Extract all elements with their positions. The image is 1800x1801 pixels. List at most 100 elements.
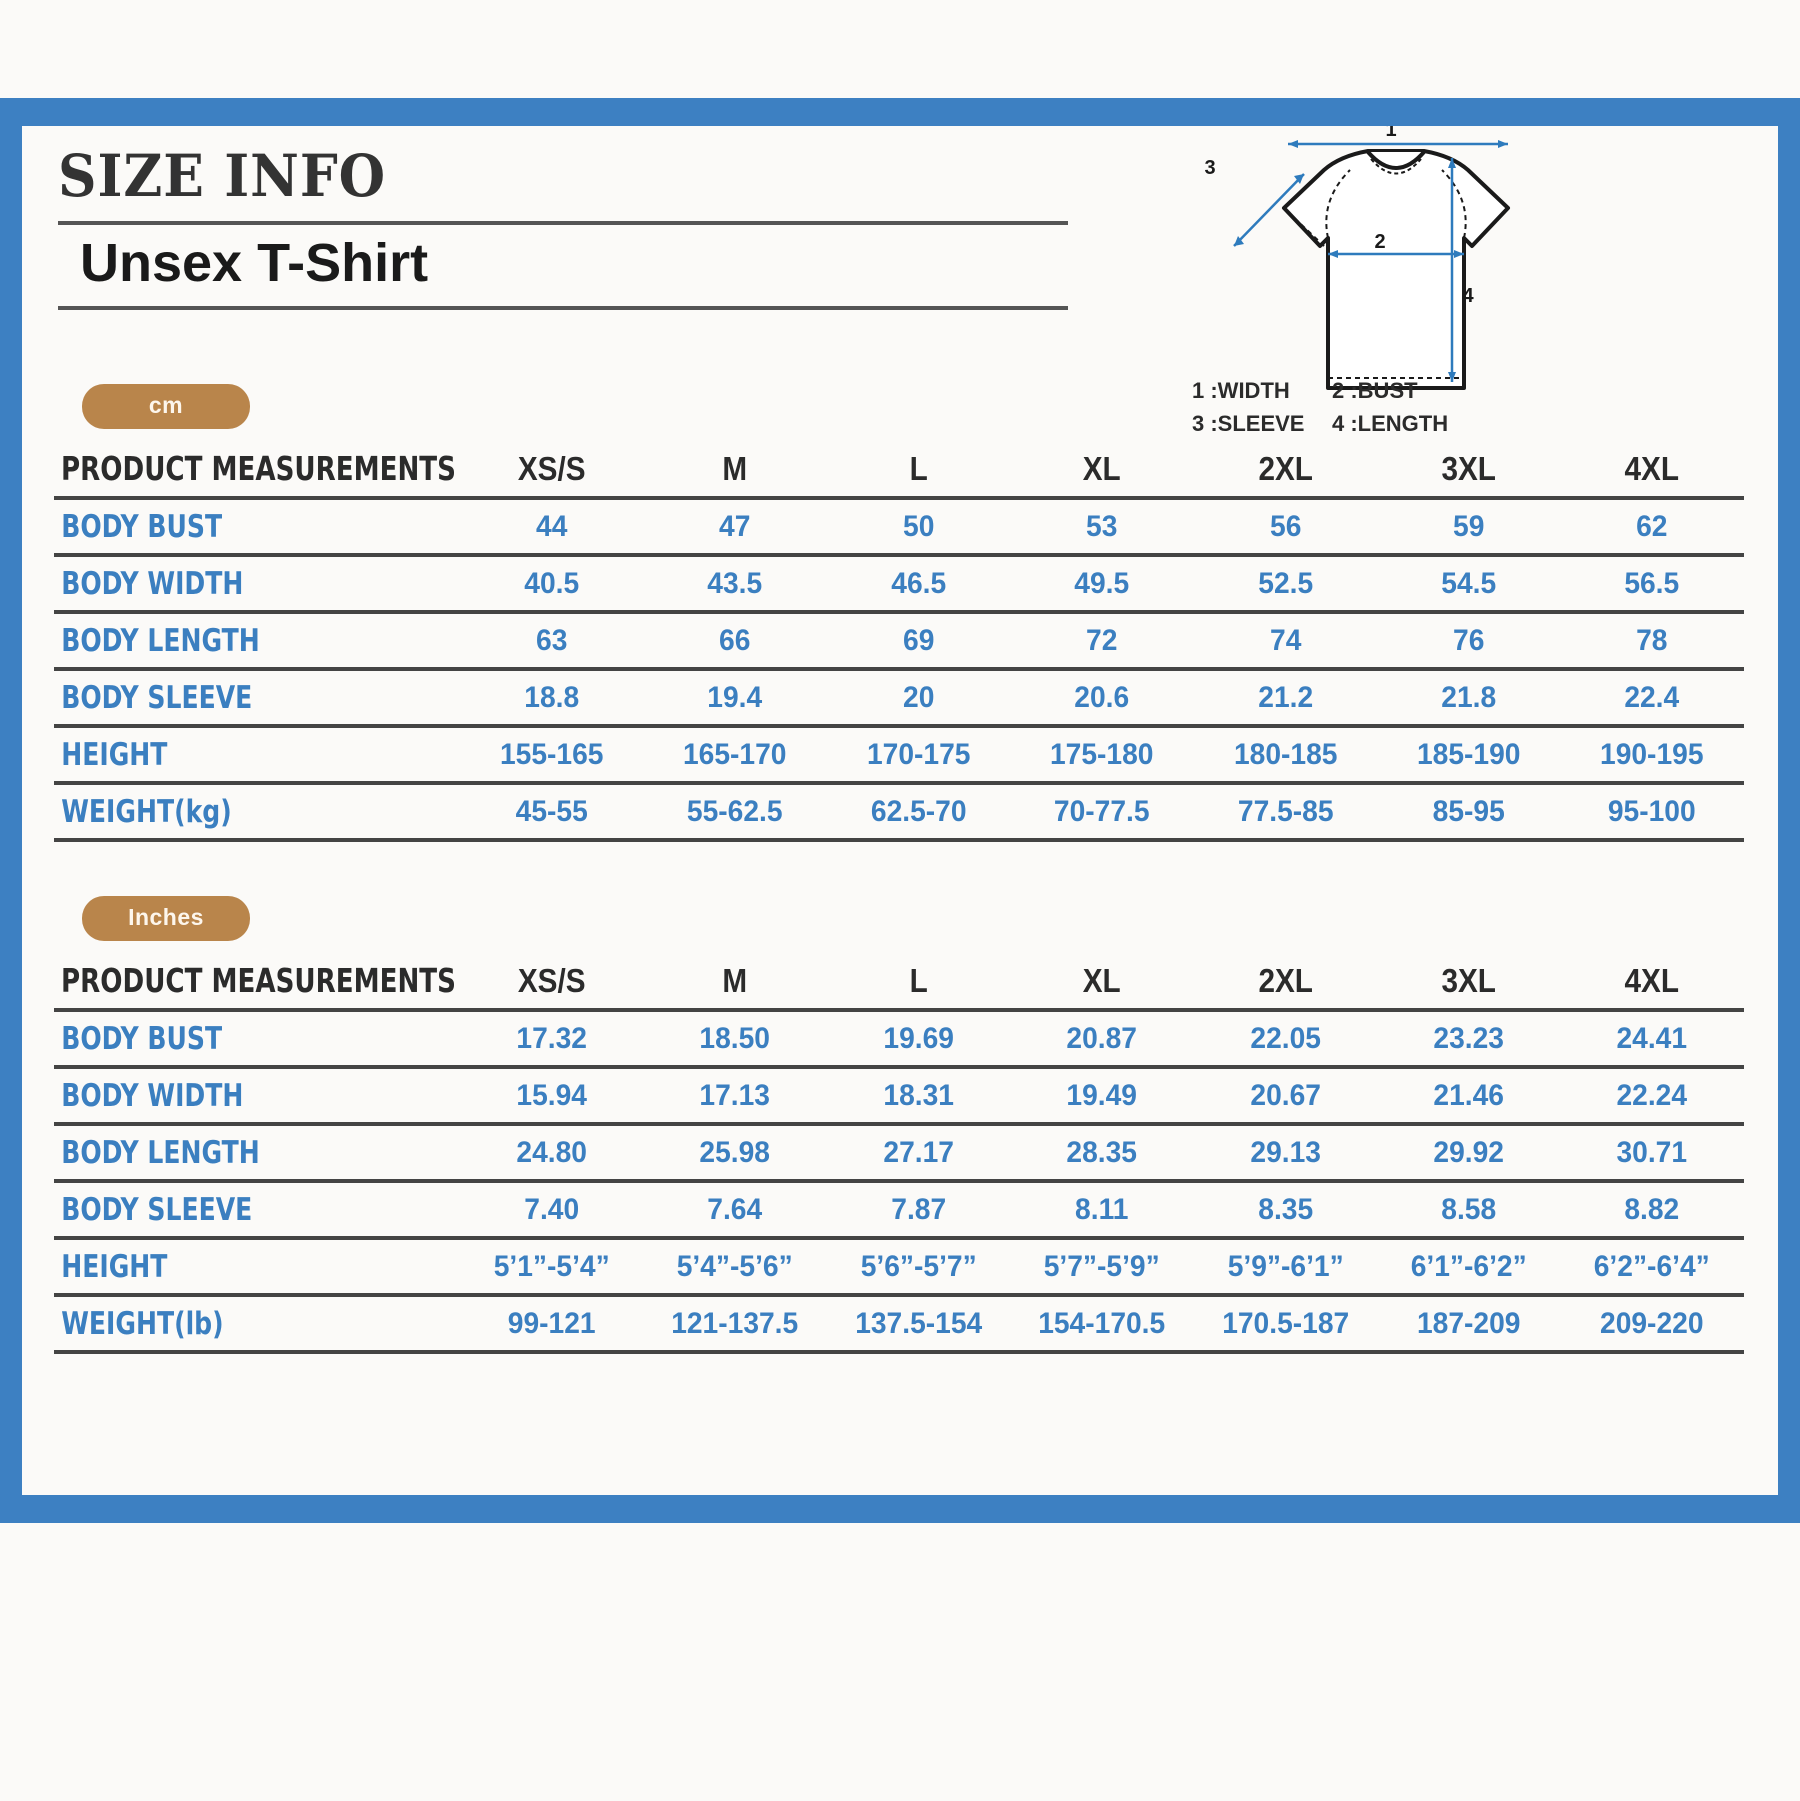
cell-value: 76: [1382, 612, 1555, 671]
left-accent-rail: [0, 126, 22, 1495]
size-table-cm: PRODUCT MEASUREMENTS XS/S M L XL 2XL 3XL…: [54, 441, 1744, 842]
cell-value: 18.50: [648, 1010, 822, 1069]
column-header-3xl: 3XL: [1386, 953, 1552, 1012]
size-table-inches: PRODUCT MEASUREMENTS XS/S M L XL 2XL 3XL…: [54, 953, 1744, 1354]
cell-value: 18.31: [832, 1067, 1005, 1126]
cell-value: 15.94: [465, 1067, 638, 1126]
diagram-legend: 1 :WIDTH 2 :BUST 3 :SLEEVE 4 :LENGTH: [1192, 374, 1472, 440]
cell-value: 29.13: [1199, 1124, 1372, 1183]
row-label-body-bust: BODY BUST: [54, 498, 420, 557]
title-divider-top: [58, 220, 1068, 225]
cell-value: 20.67: [1199, 1067, 1372, 1126]
cell-value: 49.5: [1015, 555, 1189, 614]
cell-value: 21.8: [1382, 669, 1555, 728]
dim-bust-arrow-left: [1328, 250, 1338, 258]
legend-row: 1 :WIDTH 2 :BUST: [1192, 374, 1472, 407]
table-row: BODY SLEEVE 18.8 19.4 20 20.6 21.2 21.8 …: [54, 669, 1744, 728]
column-header-xl: XL: [1019, 953, 1185, 1012]
row-label-weight-kg: WEIGHT(kg): [54, 783, 420, 842]
row-label-body-length: BODY LENGTH: [54, 612, 420, 671]
column-header-4xl: 4XL: [1569, 953, 1735, 1012]
cell-value: 99-121: [465, 1295, 638, 1354]
cell-value: 21.2: [1199, 669, 1372, 728]
cell-value: 63: [465, 612, 638, 671]
cell-value: 78: [1565, 612, 1739, 671]
cell-value: 5’1”-5’4”: [465, 1238, 638, 1297]
cell-value: 95-100: [1565, 783, 1739, 842]
table-row: BODY LENGTH 24.80 25.98 27.17 28.35 29.1…: [54, 1124, 1744, 1183]
row-label-body-width: BODY WIDTH: [54, 1067, 420, 1126]
table-row: HEIGHT 5’1”-5’4” 5’4”-5’6” 5’6”-5’7” 5’7…: [54, 1238, 1744, 1297]
cell-value: 187-209: [1382, 1295, 1555, 1354]
unit-badge-cm: cm: [82, 384, 250, 429]
cell-value: 24.41: [1565, 1010, 1739, 1069]
dim-width-arrow-left: [1288, 140, 1298, 148]
dim-label-2: 2: [1374, 231, 1385, 253]
cell-value: 22.05: [1199, 1010, 1372, 1069]
inches-badge-wrap: Inches: [54, 896, 1744, 941]
cell-value: 30.71: [1565, 1124, 1739, 1183]
dim-bust-arrow-right: [1454, 250, 1464, 258]
tshirt-diagram-svg: 1 2 3 4: [1204, 119, 1510, 390]
cell-value: 47: [648, 498, 822, 557]
cell-value: 175-180: [1015, 726, 1189, 785]
column-header-xl: XL: [1019, 441, 1185, 500]
cell-value: 55-62.5: [648, 783, 822, 842]
legend-sleeve: 3 :SLEEVE: [1192, 411, 1305, 436]
cell-value: 7.64: [648, 1181, 822, 1240]
table-row: BODY SLEEVE 7.40 7.64 7.87 8.11 8.35 8.5…: [54, 1181, 1744, 1240]
legend-bust: 2 :BUST: [1332, 378, 1418, 403]
row-label-height: HEIGHT: [54, 726, 420, 785]
cell-value: 170.5-187: [1199, 1295, 1372, 1354]
cell-value: 23.23: [1382, 1010, 1555, 1069]
sleeve-seam-right: [1441, 169, 1467, 239]
cell-value: 77.5-85: [1199, 783, 1372, 842]
cell-value: 62: [1565, 498, 1739, 557]
cell-value: 17.32: [465, 1010, 638, 1069]
cell-value: 27.17: [832, 1124, 1005, 1183]
bottom-accent-bar: [0, 1495, 1800, 1523]
cell-value: 50: [832, 498, 1005, 557]
cell-value: 154-170.5: [1015, 1295, 1189, 1354]
cell-value: 25.98: [648, 1124, 822, 1183]
cell-value: 24.80: [465, 1124, 638, 1183]
dim-label-4: 4: [1462, 285, 1474, 307]
legend-row: 3 :SLEEVE 4 :LENGTH: [1192, 407, 1472, 440]
cell-value: 44: [465, 498, 638, 557]
column-header-measurements: PRODUCT MEASUREMENTS: [54, 441, 456, 500]
legend-length: 4 :LENGTH: [1332, 411, 1449, 436]
cell-value: 74: [1199, 612, 1372, 671]
cell-value: 40.5: [465, 555, 638, 614]
cell-value: 69: [832, 612, 1005, 671]
row-label-body-bust: BODY BUST: [54, 1010, 420, 1069]
cell-value: 170-175: [832, 726, 1005, 785]
table-row: BODY WIDTH 15.94 17.13 18.31 19.49 20.67…: [54, 1067, 1744, 1126]
column-header-l: L: [835, 953, 1002, 1012]
unit-badge-inches: Inches: [82, 896, 250, 941]
cell-value: 66: [648, 612, 822, 671]
cell-value: 70-77.5: [1015, 783, 1189, 842]
column-header-measurements: PRODUCT MEASUREMENTS: [54, 953, 456, 1012]
row-label-body-sleeve: BODY SLEEVE: [54, 669, 420, 728]
cell-value: 8.35: [1199, 1181, 1372, 1240]
table-row: BODY BUST 44 47 50 53 56 59 62: [54, 498, 1744, 557]
row-label-body-length: BODY LENGTH: [54, 1124, 420, 1183]
cell-value: 54.5: [1382, 555, 1555, 614]
column-header-2xl: 2XL: [1202, 953, 1368, 1012]
cell-value: 21.46: [1382, 1067, 1555, 1126]
cell-value: 22.24: [1565, 1067, 1739, 1126]
cell-value: 5’4”-5’6”: [648, 1238, 822, 1297]
table-row: BODY LENGTH 63 66 69 72 74 76 78: [54, 612, 1744, 671]
dim-label-3: 3: [1204, 157, 1215, 179]
table-row: WEIGHT(lb) 99-121 121-137.5 137.5-154 15…: [54, 1295, 1744, 1354]
cell-value: 5’9”-6’1”: [1199, 1238, 1372, 1297]
cell-value: 20.6: [1015, 669, 1189, 728]
cell-value: 6’2”-6’4”: [1565, 1238, 1739, 1297]
legend-width: 1 :WIDTH: [1192, 378, 1290, 403]
cell-value: 155-165: [465, 726, 638, 785]
cell-value: 52.5: [1199, 555, 1372, 614]
column-header-xs-s: XS/S: [469, 441, 635, 500]
dim-sleeve-arrow-high: [1294, 174, 1304, 184]
dim-width-arrow-right: [1498, 140, 1508, 148]
row-label-body-width: BODY WIDTH: [54, 555, 420, 614]
